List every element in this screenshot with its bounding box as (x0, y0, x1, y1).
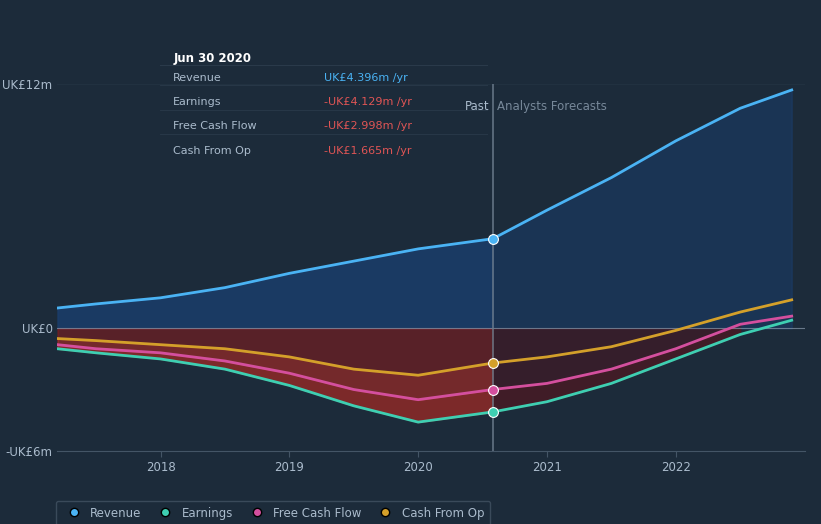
Text: Cash From Op: Cash From Op (173, 146, 251, 156)
Point (486, 408, 499, 416)
Point (486, 235, 499, 243)
Text: Revenue: Revenue (173, 73, 222, 83)
Legend: Revenue, Earnings, Free Cash Flow, Cash From Op: Revenue, Earnings, Free Cash Flow, Cash … (56, 500, 490, 524)
Point (486, 385, 499, 394)
Text: -UK£1.665m /yr: -UK£1.665m /yr (324, 146, 412, 156)
Text: Analysts Forecasts: Analysts Forecasts (497, 101, 607, 113)
Text: Jun 30 2020: Jun 30 2020 (173, 52, 251, 65)
Text: -UK£4.129m /yr: -UK£4.129m /yr (324, 97, 412, 107)
Text: Past: Past (465, 101, 489, 113)
Text: Free Cash Flow: Free Cash Flow (173, 122, 257, 132)
Point (486, 359, 499, 367)
Text: Earnings: Earnings (173, 97, 222, 107)
Text: UK£4.396m /yr: UK£4.396m /yr (324, 73, 408, 83)
Text: -UK£2.998m /yr: -UK£2.998m /yr (324, 122, 412, 132)
